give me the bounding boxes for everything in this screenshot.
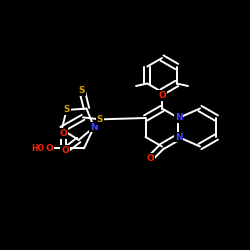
Text: S: S [97,115,103,124]
Text: O: O [61,146,69,155]
Text: N: N [175,114,182,122]
Text: O: O [45,144,53,153]
Text: O: O [146,154,154,163]
Text: O: O [158,91,166,100]
Text: S: S [63,106,70,114]
Text: S: S [79,86,85,95]
Text: N: N [90,122,98,132]
Text: N: N [175,132,182,141]
Text: O: O [60,129,67,138]
Text: HO: HO [31,144,44,153]
